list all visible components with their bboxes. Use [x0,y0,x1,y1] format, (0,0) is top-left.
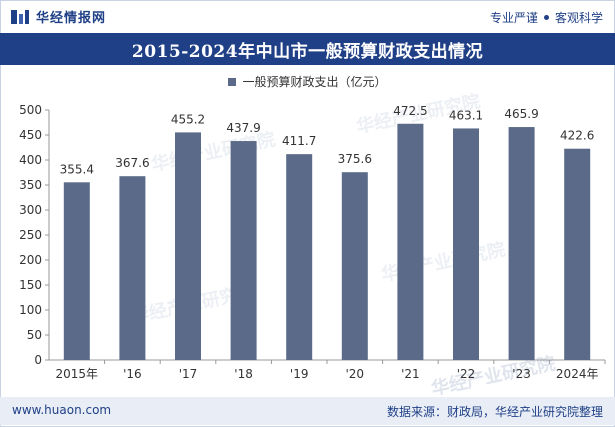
bar [63,182,90,360]
bar-value-label: 375.6 [338,152,372,166]
bar-value-label: 472.5 [393,104,427,118]
x-tick-label: 2015年 [56,367,99,381]
x-tick-label: '23 [512,367,531,381]
bar-value-label: 455.2 [171,112,205,126]
brand-logo-icon [11,9,29,24]
y-tick-label: 500 [19,103,42,117]
tagline-2: 客观科学 [554,11,603,25]
separator-dot-icon [543,15,549,20]
x-tick-label: '22 [457,367,476,381]
bar [286,154,313,360]
bar-value-label: 411.7 [282,134,316,148]
bar [564,148,591,360]
x-tick-label: '21 [401,367,420,381]
footer-source: 数据来源：财政局，华经产业研究院整理 [386,405,603,419]
brand-name: 华经情报网 [36,11,107,26]
bar [341,172,368,360]
y-tick-label: 0 [34,353,42,367]
footer-website: www.huaon.com [12,403,112,417]
y-tick-label: 350 [19,178,42,192]
bar [453,128,479,360]
bar-value-label: 463.1 [449,108,483,122]
bar [397,123,424,360]
bar-value-label: 367.6 [115,156,149,170]
y-tick-label: 150 [19,278,42,292]
brand: 华经情报网 [10,7,106,26]
tagline: 专业严谨 客观科学 [490,9,603,26]
bar-value-label: 422.6 [560,129,594,143]
y-tick-label: 50 [27,328,42,342]
y-tick-label: 250 [19,228,42,242]
y-tick-label: 200 [19,253,42,267]
chart-legend: 一般预算财政支出（亿元） [0,73,615,90]
bar [230,141,257,360]
tagline-1: 专业严谨 [489,11,538,25]
legend-label: 一般预算财政支出（亿元） [242,75,387,89]
x-tick-label: '17 [179,367,198,381]
x-tick-label: '18 [234,367,253,381]
bar-value-label: 437.9 [226,121,260,135]
y-tick-label: 400 [19,153,42,167]
bar [508,127,535,360]
title-bar: 2015-2024年中山市一般预算财政支出情况 [0,33,615,65]
footer: www.huaon.com 数据来源：财政局，华经产业研究院整理 [0,397,615,425]
x-tick-label: '20 [346,367,365,381]
legend-swatch [228,77,237,86]
top-bar: 华经情报网 专业严谨 客观科学 [0,0,615,32]
bar-value-label: 355.4 [60,162,94,176]
y-tick-label: 300 [19,203,42,217]
x-tick-label: '19 [290,367,309,381]
bar [119,176,146,360]
x-tick-label: '16 [123,367,142,381]
bar [175,132,201,360]
chart-title: 2015-2024年中山市一般预算财政支出情况 [131,41,484,62]
bar-value-label: 465.9 [504,107,538,121]
y-tick-label: 450 [19,128,42,142]
y-tick-label: 100 [19,303,42,317]
x-tick-label: 2024年 [556,367,599,381]
